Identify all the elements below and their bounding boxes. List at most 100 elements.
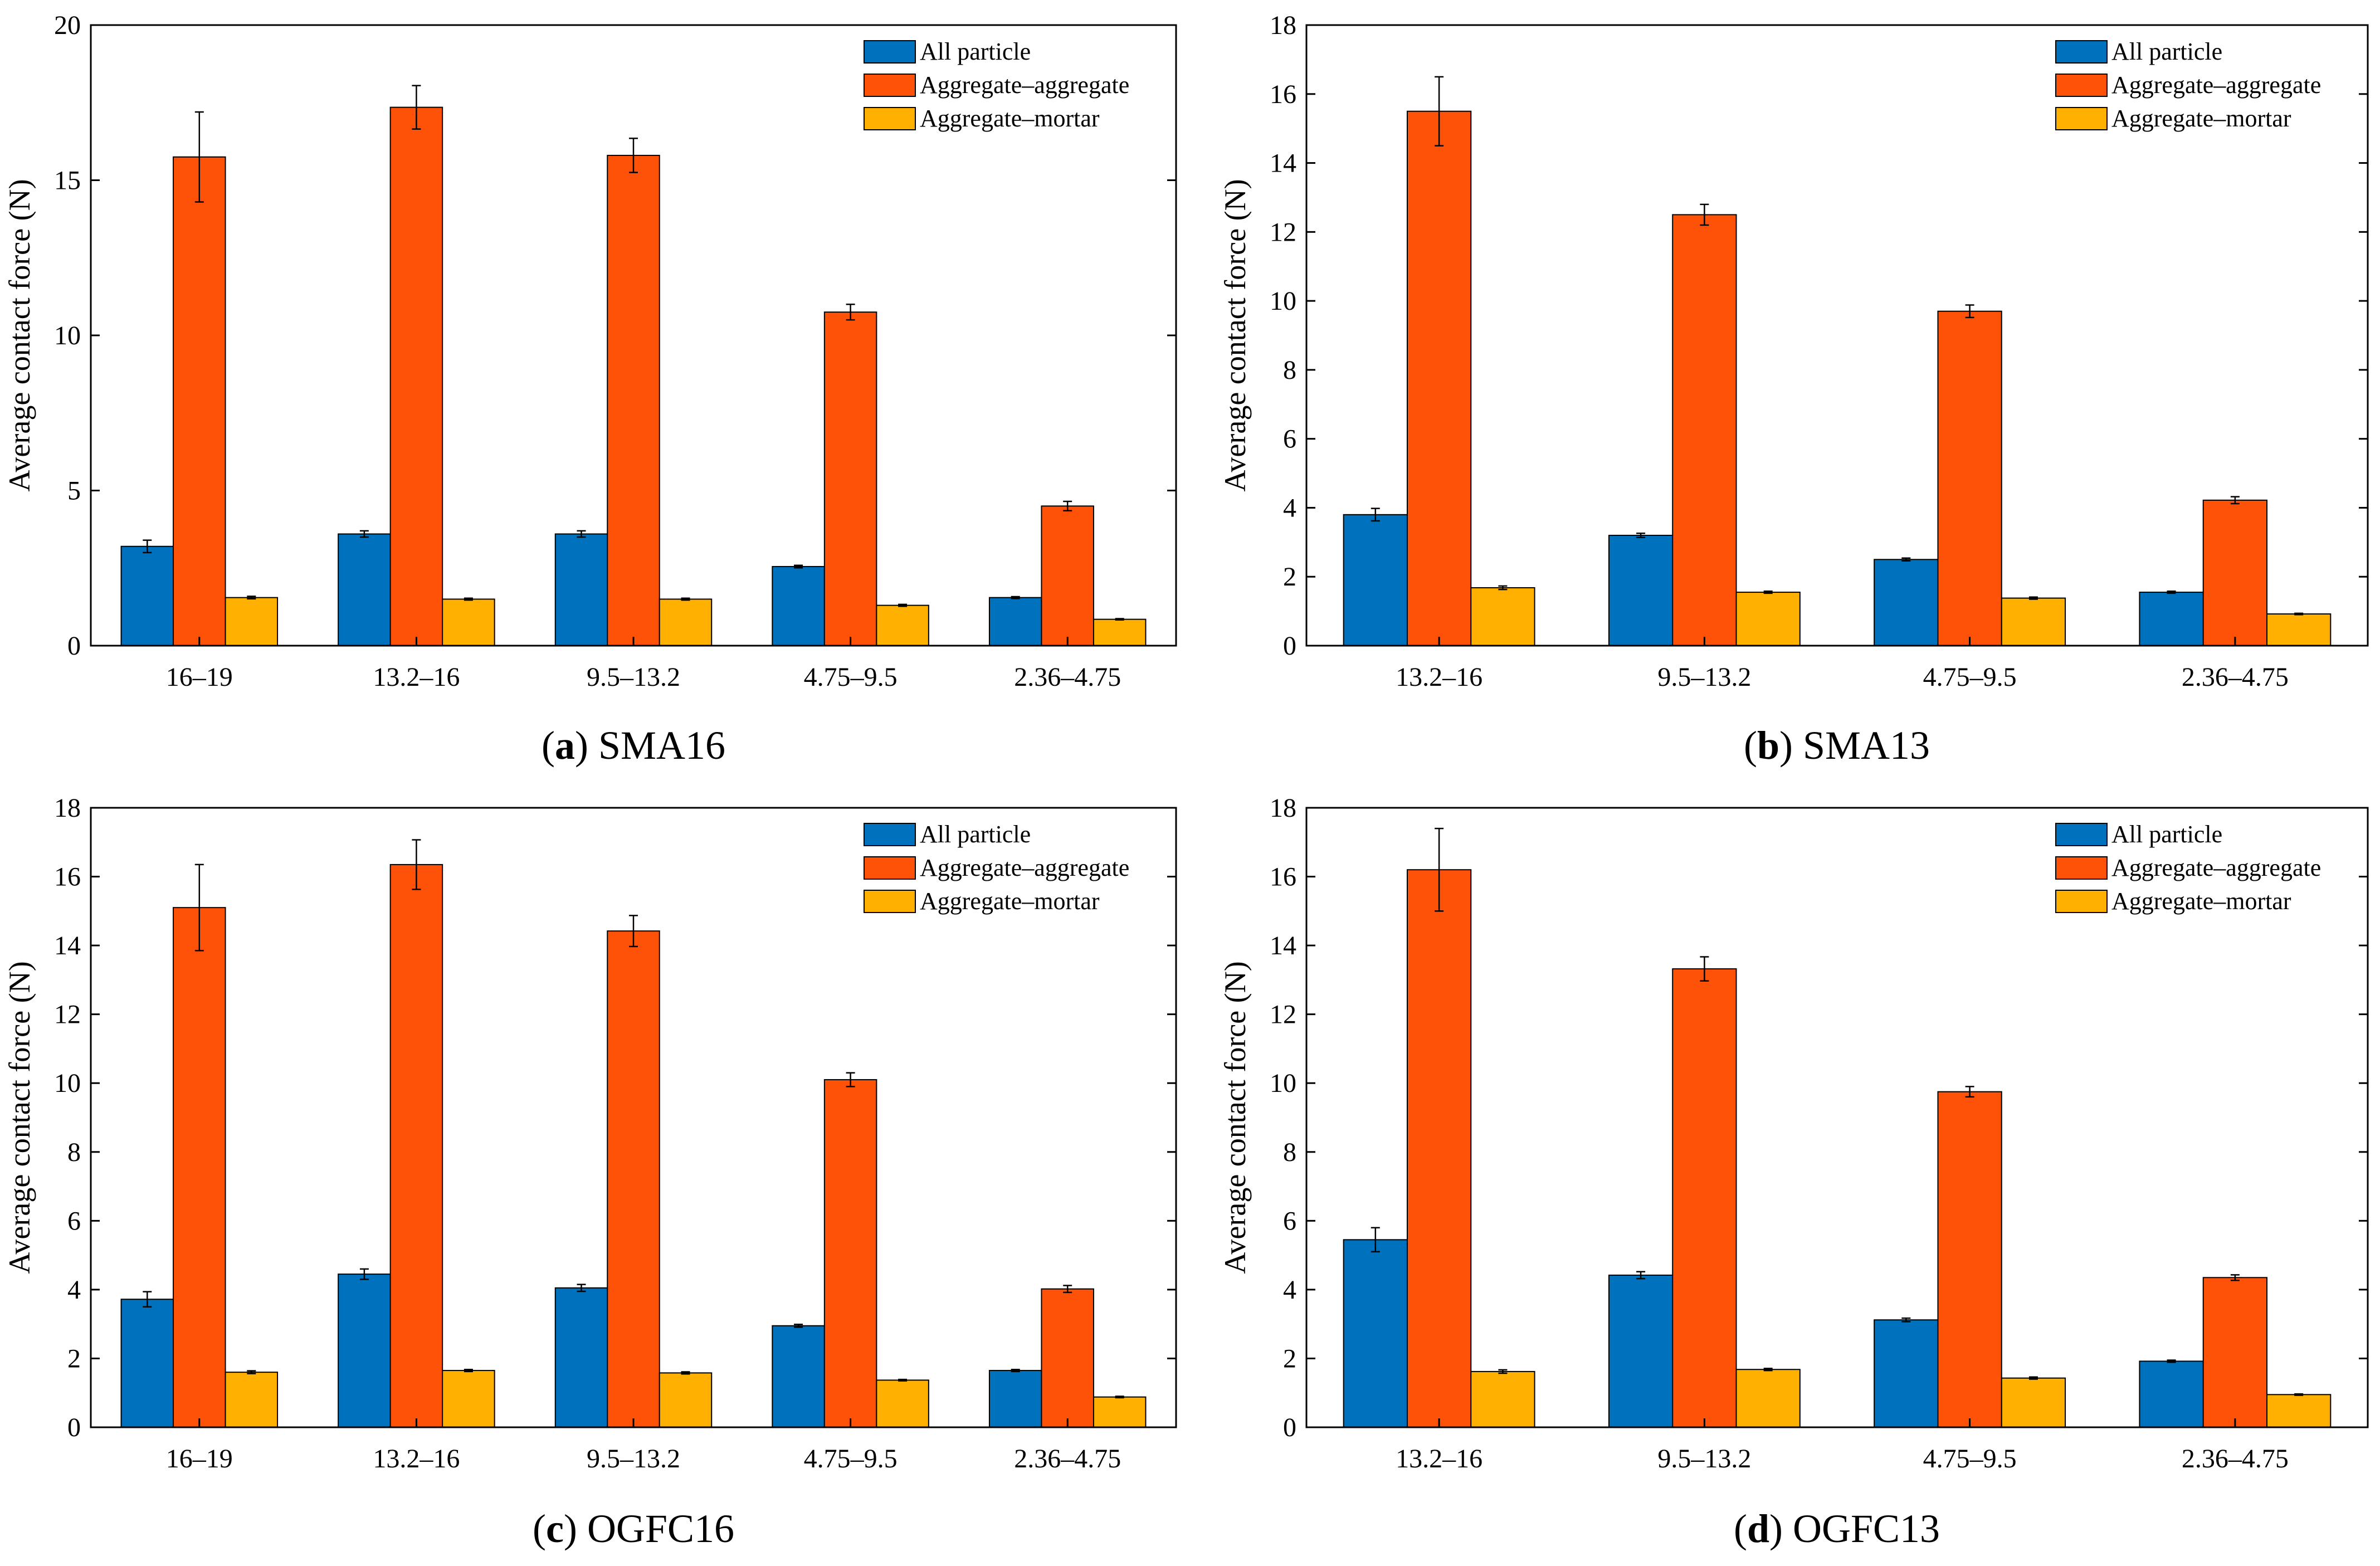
x-tick-label: 9.5–13.2 [587,662,680,692]
bar [2001,597,2066,647]
legend-label: All particle [920,38,1031,65]
error-bar [143,539,152,554]
series-1 [120,1268,1042,1428]
bar [1608,534,1674,647]
bar [2266,613,2332,647]
y-axis-label: Average contact force (N) [3,179,36,491]
caption-close-paren: ) [1769,1506,1793,1551]
legend: All particle Aggregate–aggregate Aggregate… [864,821,1129,915]
legend-label: Aggregate–aggregate [2111,71,2321,99]
legend-label: All particle [2111,38,2222,65]
bar [988,1370,1042,1428]
y-axis: 0 2 4 6 8 10 12 14 16 18 [1270,11,2368,661]
x-tick-label: 13.2–16 [1396,1444,1482,1474]
bar [823,311,877,646]
bar [389,106,443,647]
error-bar [1965,1086,1974,1098]
caption-close-paren: ) [1779,723,1803,768]
bar [2139,1360,2204,1428]
error-bar [2028,596,2038,600]
y-tick-label: 12 [1270,217,1296,247]
error-bar [359,1268,369,1280]
bar [607,930,660,1428]
legend: All particle Aggregate–aggregate Aggregate… [2055,38,2321,132]
series-2 [173,85,1094,647]
error-bar [2230,1274,2240,1281]
y-tick-label: 10 [1270,286,1296,316]
legend-label: All particle [2111,821,2222,848]
error-bar [1011,596,1020,599]
y-tick-label: 4 [1283,493,1296,523]
error-bar [194,864,204,952]
axes-frame [1305,807,2369,1428]
legend-swatch [864,856,916,880]
error-bar [1700,203,1709,226]
series-1 [120,530,1042,647]
error-bar [1700,956,1709,982]
legend-label: All particle [920,821,1031,848]
bar [2001,1377,2066,1428]
series-3 [1470,585,2332,647]
bar [659,1372,713,1428]
caption-close-paren: ) [575,723,598,768]
legend-label: Aggregate–aggregate [920,71,1129,99]
x-tick-label: 13.2–16 [373,662,460,692]
bar [1937,1091,2002,1428]
series-2 [1406,827,2268,1428]
y-tick-label: 16 [1270,862,1296,892]
error-bar [1498,585,1508,591]
bar [120,545,174,647]
error-bar [629,915,638,948]
bar [442,598,495,646]
x-tick-label: 4.75–9.5 [804,662,898,692]
error-bar [1371,1227,1380,1253]
error-bar [2230,496,2240,505]
error-bar [1763,590,1773,594]
panel-caption: (c) OGFC16 [533,1506,734,1551]
error-bar [1371,508,1380,522]
series-3 [1470,1368,2332,1428]
legend-swatch [864,40,916,64]
caption-close-paren: ) [564,1506,587,1551]
x-tick-label: 2.36–4.75 [2182,1444,2289,1474]
error-bar [898,603,908,607]
legend-label: Aggregate–aggregate [920,854,1129,881]
bar [823,1079,877,1428]
error-bar [577,530,586,538]
legend-swatch [2055,107,2108,130]
legend-swatch [864,823,916,846]
bar [389,864,443,1428]
bar [876,1379,929,1428]
bar [988,597,1042,647]
legend-label: Aggregate–mortar [2111,887,2291,915]
bar [772,1325,825,1428]
bar [1672,968,1737,1428]
error-bar [1901,557,1911,562]
error-bar [794,564,803,569]
x-tick-label: 13.2–16 [373,1444,460,1474]
caption-name: SMA13 [1803,723,1930,768]
y-tick-label: 10 [54,1069,81,1098]
caption-letter: b [1757,723,1779,768]
error-bar [2167,590,2176,594]
plot-area [1306,808,2368,1427]
x-axis: 13.2–16 9.5–13.2 4.75–9.5 2.36–4.75 [1396,637,2289,692]
caption-open-paren: ( [1734,1506,1747,1551]
caption-open-paren: ( [1744,723,1757,768]
series-3 [225,596,1147,647]
panel-caption: (d) OGFC13 [1734,1506,1940,1551]
legend: All particle Aggregate–aggregate Aggregate… [2055,821,2321,915]
y-tick-label: 6 [67,1206,81,1236]
x-axis: 13.2–16 9.5–13.2 4.75–9.5 2.36–4.75 [1396,1418,2289,1474]
bar [659,598,713,646]
bar [1470,587,1535,646]
error-bar [2167,1359,2176,1363]
y-tick-label: 2 [1283,1344,1296,1373]
caption-open-paren: ( [533,1506,546,1551]
bar [1093,618,1147,647]
x-tick-label: 4.75–9.5 [1923,1444,2017,1474]
y-tick-label: 0 [1283,631,1296,661]
y-tick-label: 16 [1270,80,1296,109]
bar [1041,1288,1094,1428]
y-tick-label: 5 [67,476,81,506]
